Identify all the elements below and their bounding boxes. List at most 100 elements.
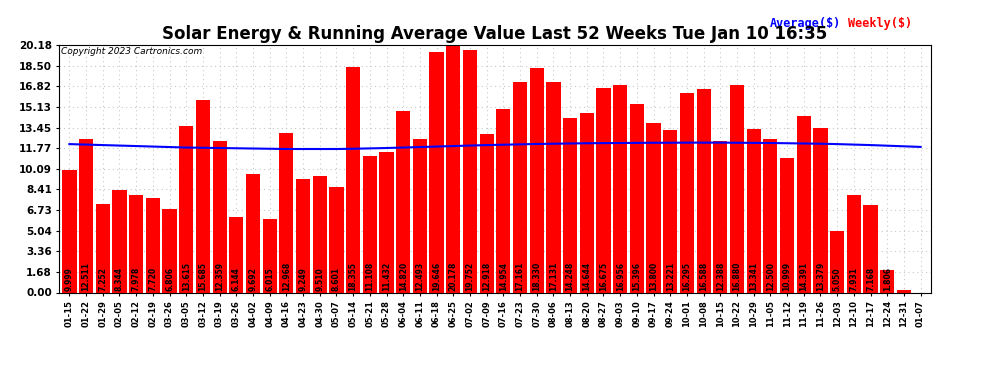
Text: 13.800: 13.800 — [649, 261, 658, 291]
Bar — [713, 141, 728, 292]
Text: 17.131: 17.131 — [548, 261, 558, 291]
Bar — [797, 116, 811, 292]
Text: 14.954: 14.954 — [499, 262, 508, 291]
Text: 16.956: 16.956 — [616, 262, 625, 291]
Text: Copyright 2023 Cartronics.com: Copyright 2023 Cartronics.com — [61, 48, 202, 57]
Text: 11.432: 11.432 — [382, 261, 391, 291]
Bar — [897, 290, 911, 292]
Bar — [430, 51, 444, 292]
Bar — [780, 158, 794, 292]
Text: 12.493: 12.493 — [416, 261, 425, 291]
Bar — [530, 68, 544, 292]
Text: 18.355: 18.355 — [348, 262, 357, 291]
Text: 9.692: 9.692 — [248, 267, 257, 291]
Text: 5.050: 5.050 — [833, 267, 841, 291]
Text: 6.806: 6.806 — [165, 267, 174, 291]
Bar — [513, 82, 527, 292]
Bar — [129, 195, 144, 292]
Bar — [746, 129, 760, 292]
Bar — [863, 205, 877, 292]
Text: 19.752: 19.752 — [465, 261, 474, 291]
Bar — [62, 170, 76, 292]
Bar — [830, 231, 844, 292]
Bar — [763, 139, 777, 292]
Text: 9.510: 9.510 — [315, 267, 325, 291]
Text: 13.615: 13.615 — [182, 262, 191, 291]
Text: 12.359: 12.359 — [215, 262, 224, 291]
Bar — [446, 45, 460, 292]
Bar — [680, 93, 694, 292]
Bar — [113, 190, 127, 292]
Text: 9.249: 9.249 — [299, 267, 308, 291]
Bar — [413, 139, 427, 292]
Bar — [596, 88, 611, 292]
Bar — [379, 152, 394, 292]
Text: 13.341: 13.341 — [749, 261, 758, 291]
Text: Average($): Average($) — [769, 17, 841, 30]
Bar — [313, 176, 327, 292]
Bar — [814, 128, 828, 292]
Text: 8.601: 8.601 — [332, 267, 341, 291]
Text: 10.999: 10.999 — [782, 261, 792, 291]
Bar — [346, 68, 360, 292]
Text: 7.931: 7.931 — [849, 267, 858, 291]
Bar — [730, 86, 744, 292]
Text: 12.968: 12.968 — [282, 261, 291, 291]
Text: 1.806: 1.806 — [883, 267, 892, 291]
Text: 7.252: 7.252 — [98, 267, 107, 291]
Text: 8.344: 8.344 — [115, 267, 124, 291]
Text: 6.015: 6.015 — [265, 267, 274, 291]
Bar — [230, 217, 244, 292]
Text: 9.999: 9.999 — [65, 267, 74, 291]
Bar — [630, 104, 644, 292]
Bar — [496, 109, 511, 292]
Text: 14.391: 14.391 — [799, 261, 808, 291]
Text: 16.675: 16.675 — [599, 261, 608, 291]
Text: 11.108: 11.108 — [365, 261, 374, 291]
Bar — [646, 123, 660, 292]
Text: 13.221: 13.221 — [665, 261, 675, 291]
Bar — [697, 89, 711, 292]
Text: 12.500: 12.500 — [766, 262, 775, 291]
Text: 6.144: 6.144 — [232, 267, 241, 291]
Bar — [663, 130, 677, 292]
Bar — [146, 198, 160, 292]
Bar — [479, 134, 494, 292]
Bar — [296, 179, 310, 292]
Bar — [880, 270, 894, 292]
Text: 20.178: 20.178 — [448, 261, 457, 291]
Text: 16.295: 16.295 — [682, 262, 691, 291]
Text: 13.379: 13.379 — [816, 261, 825, 291]
Text: 7.168: 7.168 — [866, 267, 875, 291]
Bar — [79, 139, 93, 292]
Bar — [262, 219, 277, 292]
Bar — [96, 204, 110, 292]
Title: Solar Energy & Running Average Value Last 52 Weeks Tue Jan 10 16:35: Solar Energy & Running Average Value Las… — [162, 26, 828, 44]
Text: 17.161: 17.161 — [516, 261, 525, 291]
Bar — [196, 100, 210, 292]
Text: 12.388: 12.388 — [716, 261, 725, 291]
Text: 15.685: 15.685 — [198, 262, 208, 291]
Bar — [330, 187, 344, 292]
Text: 7.978: 7.978 — [132, 266, 141, 291]
Text: 14.248: 14.248 — [565, 261, 574, 291]
Text: 14.644: 14.644 — [582, 261, 591, 291]
Bar — [463, 50, 477, 292]
Text: 16.588: 16.588 — [699, 261, 708, 291]
Bar — [162, 209, 176, 292]
Bar — [396, 111, 410, 292]
Text: 18.330: 18.330 — [533, 261, 542, 291]
Bar — [279, 134, 293, 292]
Bar — [213, 141, 227, 292]
Bar — [613, 84, 628, 292]
Text: Weekly($): Weekly($) — [847, 17, 912, 30]
Bar — [846, 195, 861, 292]
Text: 14.820: 14.820 — [399, 261, 408, 291]
Text: 12.918: 12.918 — [482, 261, 491, 291]
Text: 7.720: 7.720 — [148, 267, 157, 291]
Text: 15.396: 15.396 — [633, 262, 642, 291]
Text: 16.880: 16.880 — [733, 261, 742, 291]
Text: 12.511: 12.511 — [81, 262, 91, 291]
Bar — [563, 118, 577, 292]
Bar — [546, 82, 560, 292]
